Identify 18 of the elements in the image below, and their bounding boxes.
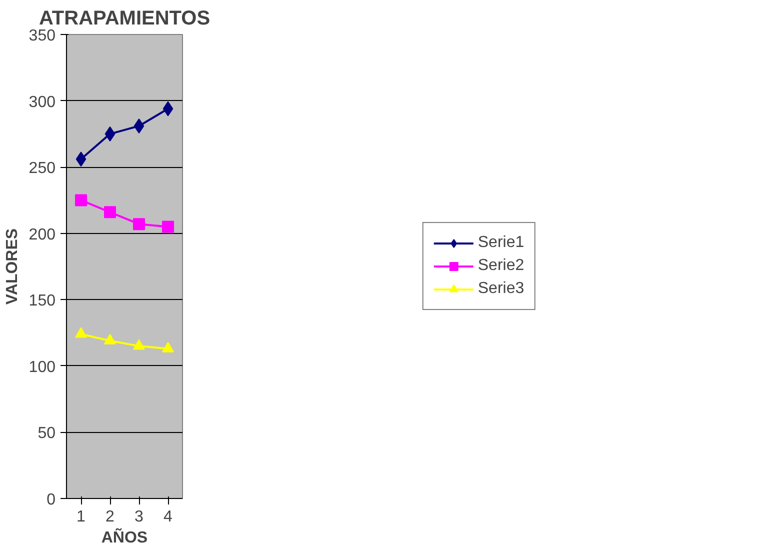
y-tick-label: 150 <box>28 292 56 310</box>
y-tick-label: 300 <box>28 94 56 111</box>
legend-label: Serie2 <box>478 257 524 275</box>
x-tick-label: 2 <box>106 508 115 526</box>
x-tick-label: 3 <box>134 508 144 526</box>
x-axis-title: AÑOS <box>101 528 148 546</box>
chart-title: ATRAPAMIENTOS <box>38 8 210 30</box>
y-tick-label: 350 <box>28 28 56 44</box>
y-tick-label: 100 <box>28 358 56 376</box>
y-tick-label: 0 <box>46 492 56 508</box>
legend-label: Serie3 <box>478 280 524 298</box>
y-tick-label: 200 <box>28 226 56 244</box>
x-tick-label: 1 <box>76 508 86 526</box>
legend-label: Serie1 <box>478 234 524 252</box>
y-tick-label: 50 <box>38 425 56 442</box>
x-tick-label: 4 <box>164 508 173 526</box>
y-tick-label: 250 <box>28 160 56 178</box>
y-axis-title: VALORES <box>4 228 21 305</box>
